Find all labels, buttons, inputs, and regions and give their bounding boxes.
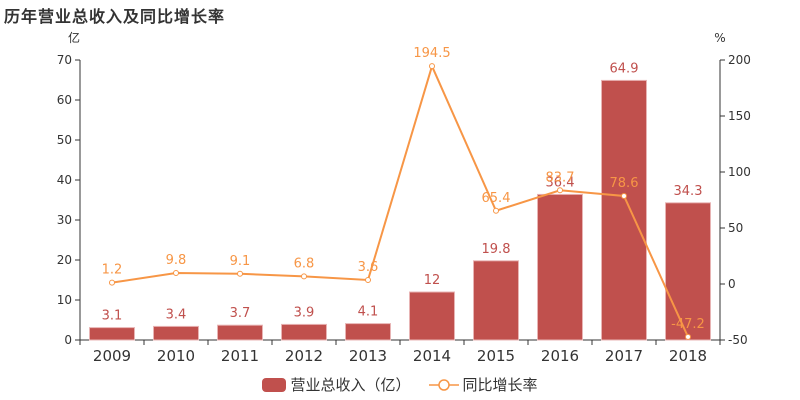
revenue-bar[interactable] — [281, 323, 327, 341]
x-category-label: 2018 — [669, 347, 707, 365]
revenue-bar-label: 4.1 — [358, 305, 379, 320]
revenue-bar[interactable] — [153, 325, 199, 341]
x-category-label: 2017 — [605, 347, 643, 365]
legend-item-revenue[interactable]: 营业总收入（亿） — [262, 374, 411, 395]
left-tick-label: 40 — [57, 173, 72, 187]
growth-point-label: 65.4 — [482, 191, 511, 206]
x-category-label: 2013 — [349, 347, 387, 365]
right-axis-unit: % — [714, 31, 725, 45]
revenue-bar[interactable] — [601, 79, 647, 341]
legend-label-growth: 同比增长率 — [462, 376, 538, 394]
legend-item-growth[interactable]: 同比增长率 — [428, 374, 538, 395]
chart-title: 历年营业总收入及同比增长率 — [4, 7, 226, 26]
growth-point-label: -47.2 — [671, 317, 705, 332]
revenue-bar[interactable] — [217, 324, 263, 341]
growth-point[interactable] — [493, 207, 499, 214]
revenue-bar[interactable] — [665, 202, 711, 341]
right-tick-label: 50 — [728, 221, 743, 235]
growth-point-label: 78.6 — [610, 176, 639, 191]
right-tick-label: 200 — [728, 53, 751, 67]
left-tick-label: 60 — [57, 93, 72, 107]
revenue-bar-label: 34.3 — [674, 184, 703, 199]
growth-point-label: 83.7 — [546, 170, 575, 185]
right-tick-label: 0 — [728, 277, 736, 291]
left-tick-label: 50 — [57, 133, 72, 147]
growth-point[interactable] — [173, 270, 179, 277]
left-tick-label: 0 — [64, 333, 72, 347]
growth-point-label: 1.2 — [102, 263, 123, 278]
revenue-bar-label: 3.1 — [102, 309, 123, 324]
left-tick-label: 70 — [57, 53, 72, 67]
revenue-bar-label: 64.9 — [610, 61, 639, 76]
revenue-bar[interactable] — [345, 323, 391, 341]
right-tick-label: 100 — [728, 165, 751, 179]
growth-point[interactable] — [365, 276, 371, 283]
x-category-label: 2016 — [541, 347, 579, 365]
left-tick-label: 20 — [57, 253, 72, 267]
revenue-bar[interactable] — [89, 327, 135, 341]
right-tick-label: 150 — [728, 109, 751, 123]
growth-line — [111, 63, 689, 338]
bar-swatch-icon — [262, 377, 287, 392]
growth-point-label: 3.6 — [358, 260, 379, 275]
growth-point[interactable] — [109, 279, 115, 286]
growth-point[interactable] — [621, 192, 627, 199]
line-marker-icon — [428, 378, 459, 391]
revenue-bar-label: 3.9 — [294, 305, 315, 320]
legend-label-revenue: 营业总收入（亿） — [290, 376, 411, 394]
growth-point[interactable] — [301, 273, 307, 280]
x-category-label: 2014 — [413, 347, 451, 365]
revenue-bar[interactable] — [409, 291, 455, 341]
growth-point[interactable] — [557, 187, 563, 194]
growth-point-label: 6.8 — [294, 256, 315, 271]
left-axis-unit: 亿 — [68, 30, 80, 45]
revenue-bar-label: 12 — [424, 273, 441, 288]
revenue-bar[interactable] — [473, 260, 519, 341]
revenue-bar-label: 19.8 — [482, 242, 511, 257]
revenue-bar-label: 36.4 — [546, 175, 575, 190]
revenue-bar[interactable] — [537, 193, 583, 341]
x-category-label: 2015 — [477, 347, 515, 365]
growth-point-label: 9.1 — [230, 254, 251, 269]
legend: 营业总收入（亿） 同比增长率 — [0, 374, 800, 395]
x-category-label: 2012 — [285, 347, 323, 365]
growth-point[interactable] — [429, 63, 435, 70]
right-tick-label: -50 — [728, 333, 748, 347]
growth-point[interactable] — [237, 270, 243, 277]
revenue-bar-label: 3.7 — [230, 306, 251, 321]
x-category-label: 2009 — [93, 347, 131, 365]
x-category-label: 2010 — [157, 347, 195, 365]
left-tick-label: 30 — [57, 213, 72, 227]
left-tick-label: 10 — [57, 293, 72, 307]
growth-point-label: 194.5 — [413, 46, 450, 61]
x-category-label: 2011 — [221, 347, 259, 365]
revenue-bar-label: 3.4 — [166, 307, 187, 322]
growth-point-label: 9.8 — [166, 253, 187, 268]
growth-point[interactable] — [685, 333, 691, 340]
